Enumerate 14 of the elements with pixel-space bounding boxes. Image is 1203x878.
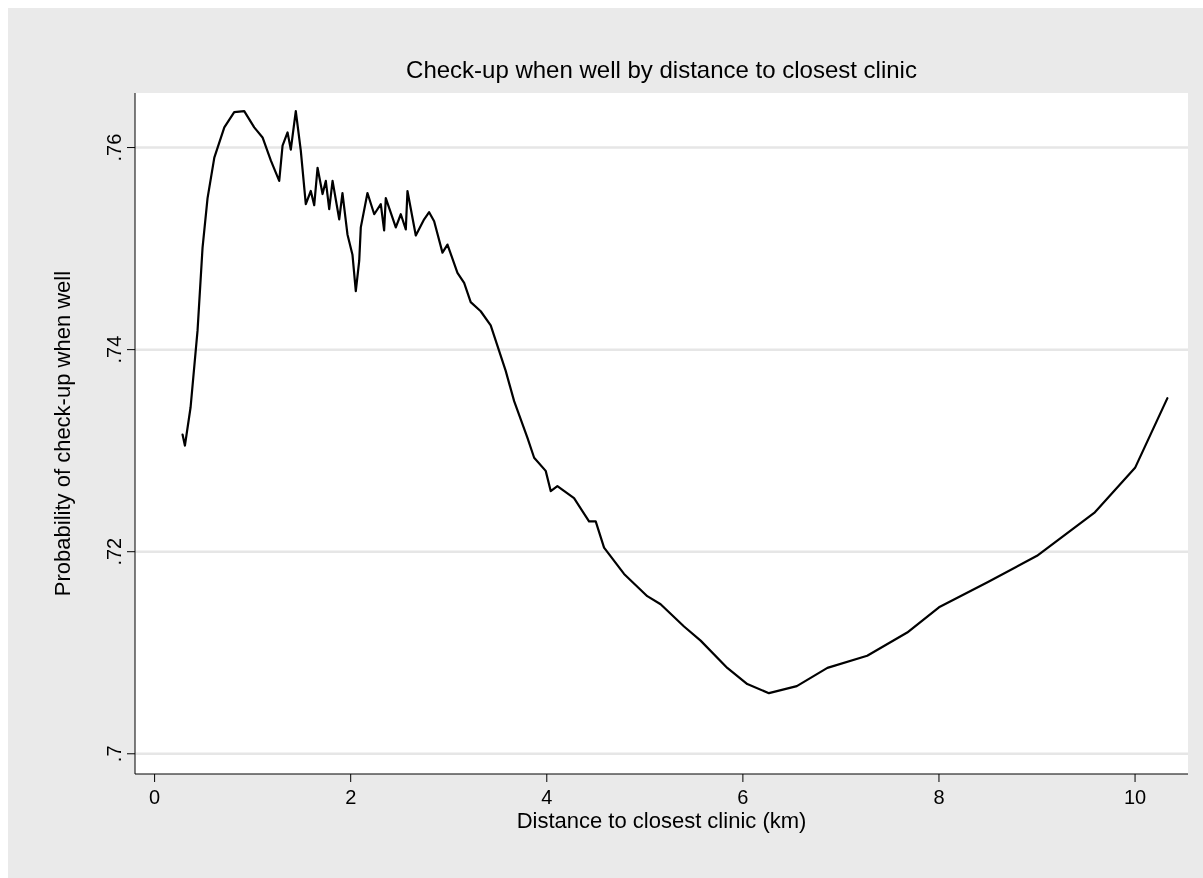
y-axis-title: Probability of check-up when well xyxy=(50,270,75,597)
x-tick-label: 8 xyxy=(933,786,945,808)
y-tick-label: .74 xyxy=(103,335,125,364)
x-tick-label: 6 xyxy=(737,786,749,808)
x-tick-label: 2 xyxy=(345,786,357,808)
line-series xyxy=(181,110,1169,695)
x-tick-label: 4 xyxy=(541,786,553,808)
chart-title: Check-up when well by distance to closest clinic xyxy=(406,56,917,83)
x-axis-title: Distance to closest clinic (km) xyxy=(516,808,807,833)
y-tick-label: .72 xyxy=(103,537,125,566)
y-tick-label: .7 xyxy=(103,745,125,763)
x-tick-label: 0 xyxy=(149,786,161,808)
x-tick-label: 10 xyxy=(1123,786,1147,808)
y-tick-label: .76 xyxy=(103,133,125,162)
